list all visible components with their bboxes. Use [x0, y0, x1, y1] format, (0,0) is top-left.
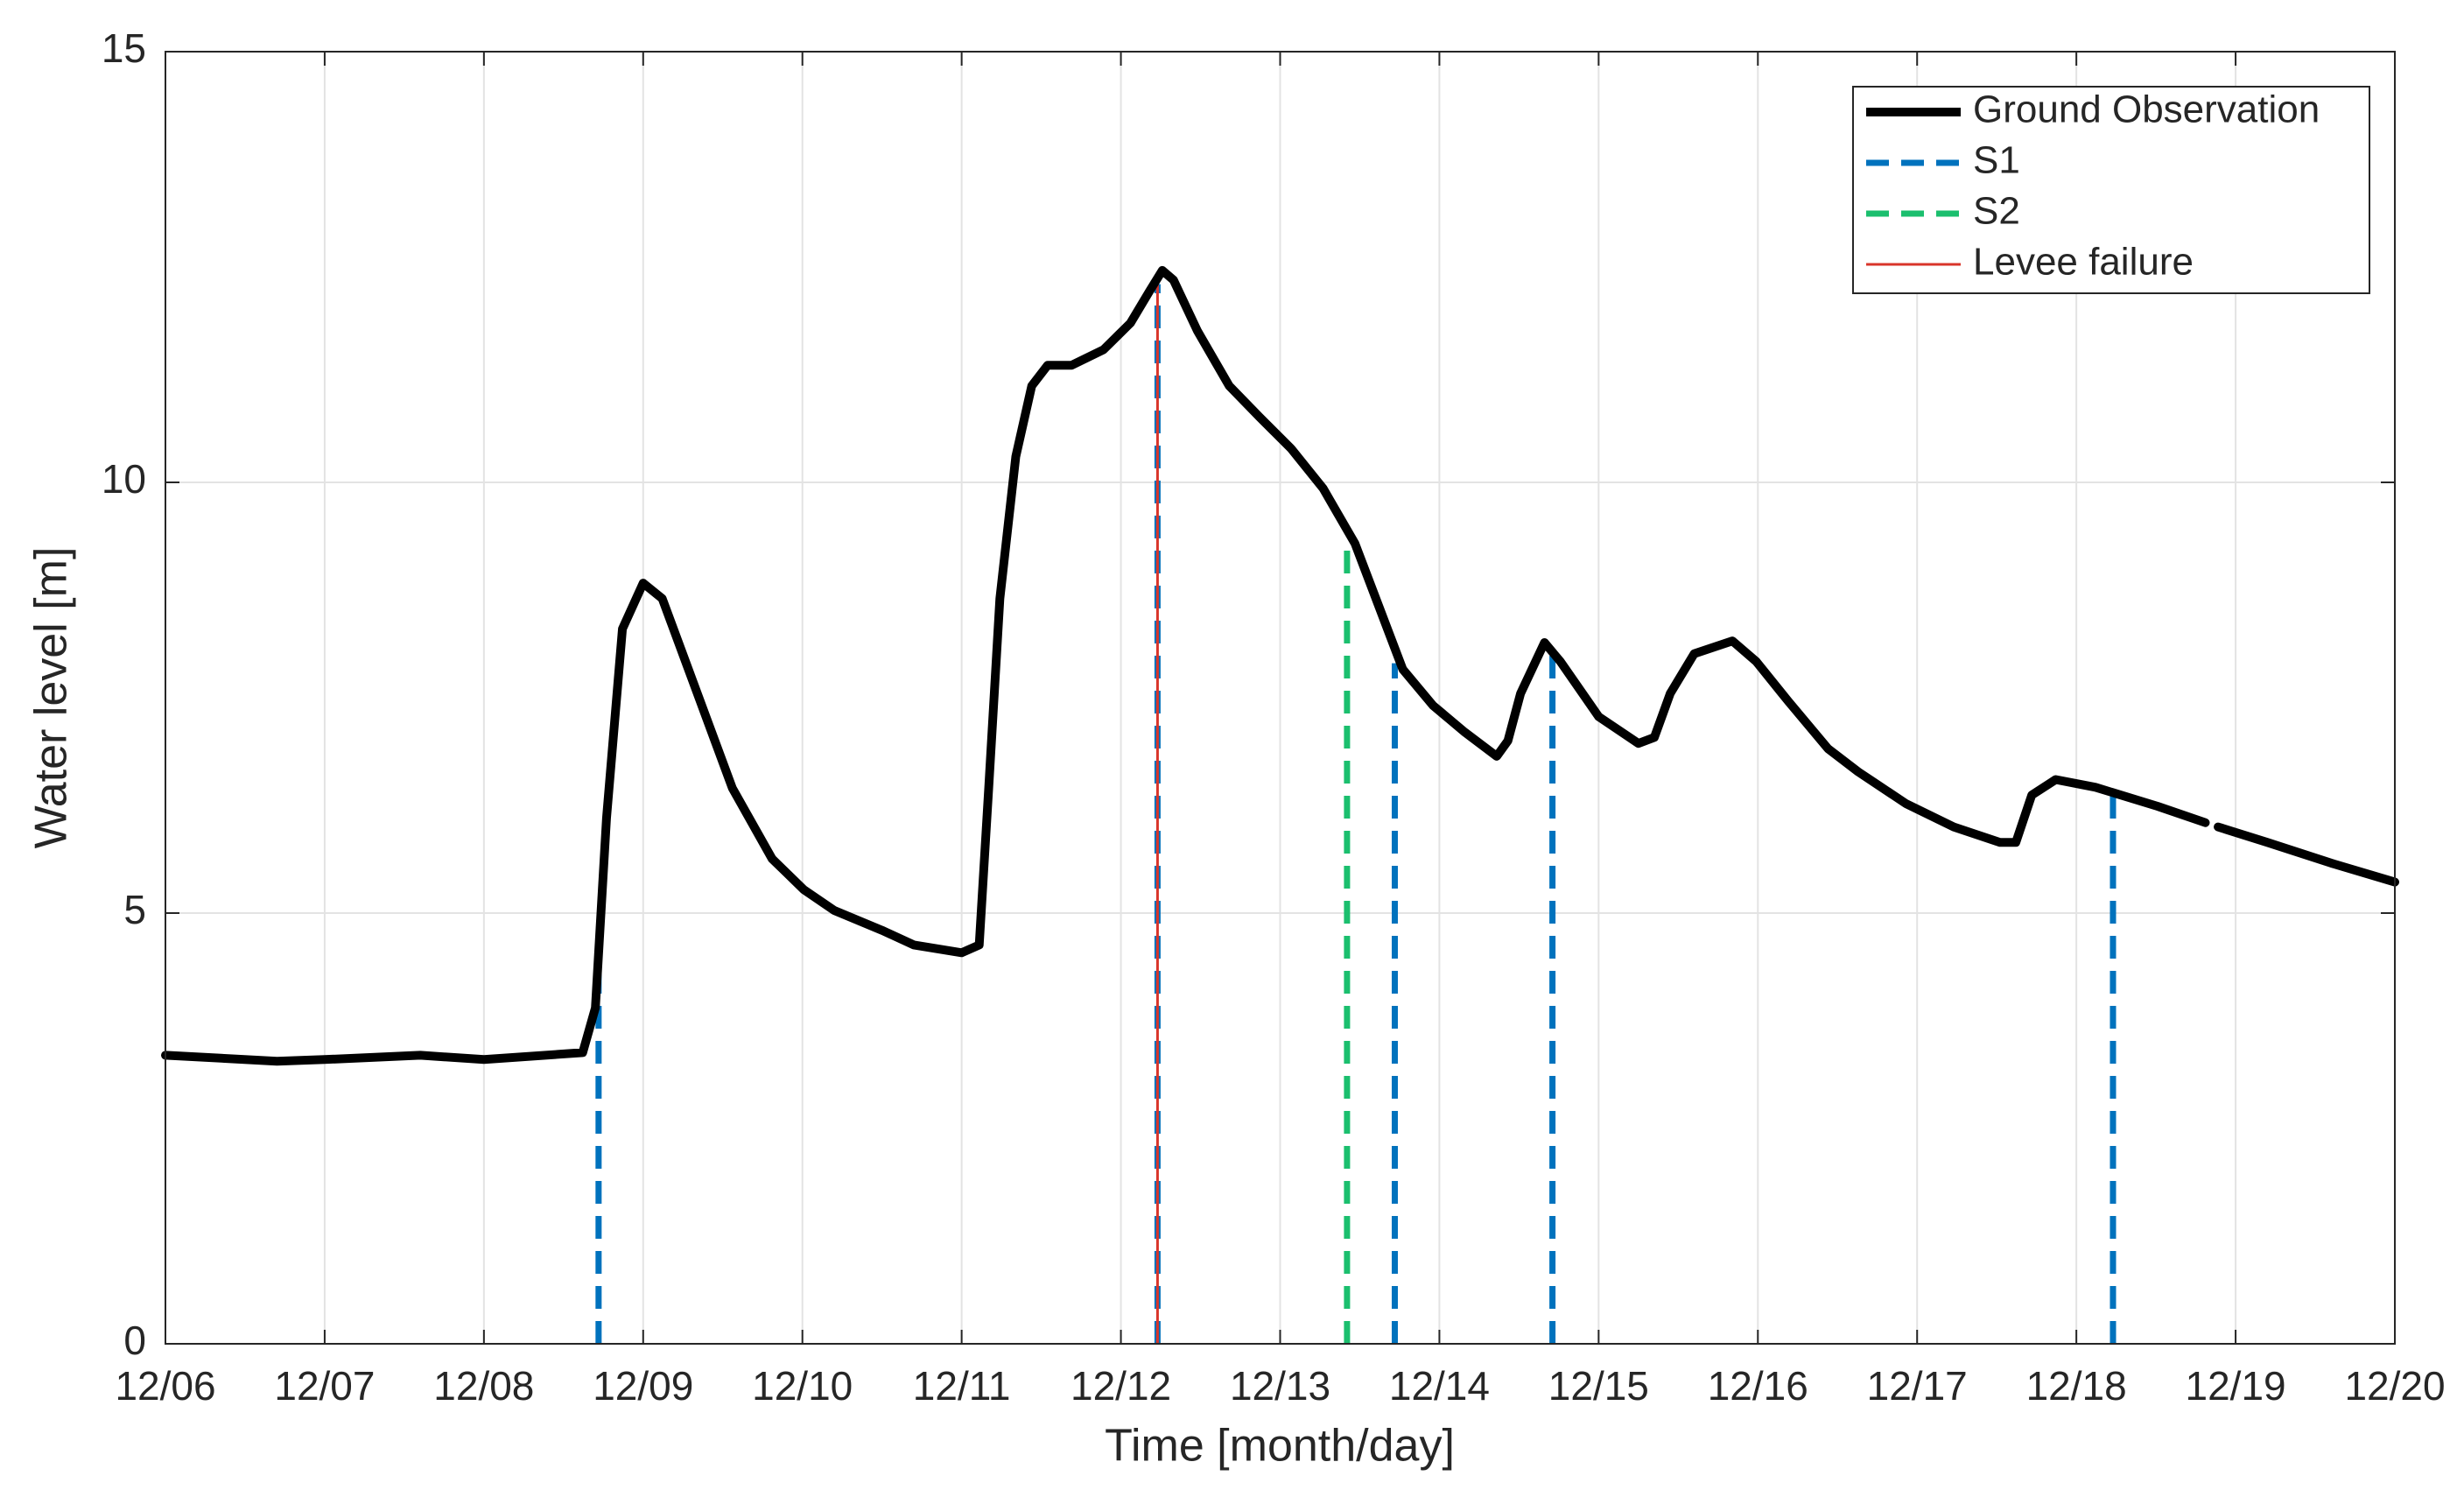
x-tick-label: 12/07 [274, 1363, 375, 1409]
x-tick-label: 12/17 [1867, 1363, 1968, 1409]
x-tick-label: 12/13 [1230, 1363, 1330, 1409]
legend-label: Ground Observation [1973, 88, 2320, 131]
observation-line [161, 265, 2399, 1066]
x-tick-label: 12/11 [913, 1363, 1011, 1409]
y-tick-label: 15 [102, 25, 146, 71]
x-tick-label: 12/10 [752, 1363, 853, 1409]
x-tick-label: 12/15 [1548, 1363, 1649, 1409]
x-tick-label: 12/16 [1708, 1363, 1808, 1409]
x-tick-label: 12/09 [593, 1363, 693, 1409]
x-tick-label: 12/19 [2186, 1363, 2286, 1409]
x-tick-label: 12/08 [433, 1363, 534, 1409]
legend-label: S1 [1973, 139, 2020, 182]
x-tick-label: 12/06 [115, 1363, 215, 1409]
legend-box [1852, 86, 2370, 294]
y-tick-label: 0 [123, 1318, 146, 1363]
axes: 12/06 12/07 12/08 12/09 12/10 12/11 12/12 12/13… [102, 25, 2446, 1409]
legend-label: Levee failure [1973, 241, 2194, 284]
plot-area [161, 265, 2399, 1344]
x-tick-label: 12/20 [2344, 1363, 2445, 1409]
x-tick-label: 12/18 [2026, 1363, 2127, 1409]
x-axis-label: Time [month/day] [1105, 1421, 1455, 1472]
x-tick-label: 12/14 [1389, 1363, 1490, 1409]
y-tick-label: 10 [102, 456, 146, 502]
y-axis-label: Water level [m] [26, 547, 77, 849]
y-tick-label: 5 [123, 887, 146, 932]
legend-label: S2 [1973, 190, 2020, 233]
legend: Ground Observation S1 S2 Levee failure [1852, 86, 2370, 294]
x-tick-label: 12/12 [1071, 1363, 1171, 1409]
